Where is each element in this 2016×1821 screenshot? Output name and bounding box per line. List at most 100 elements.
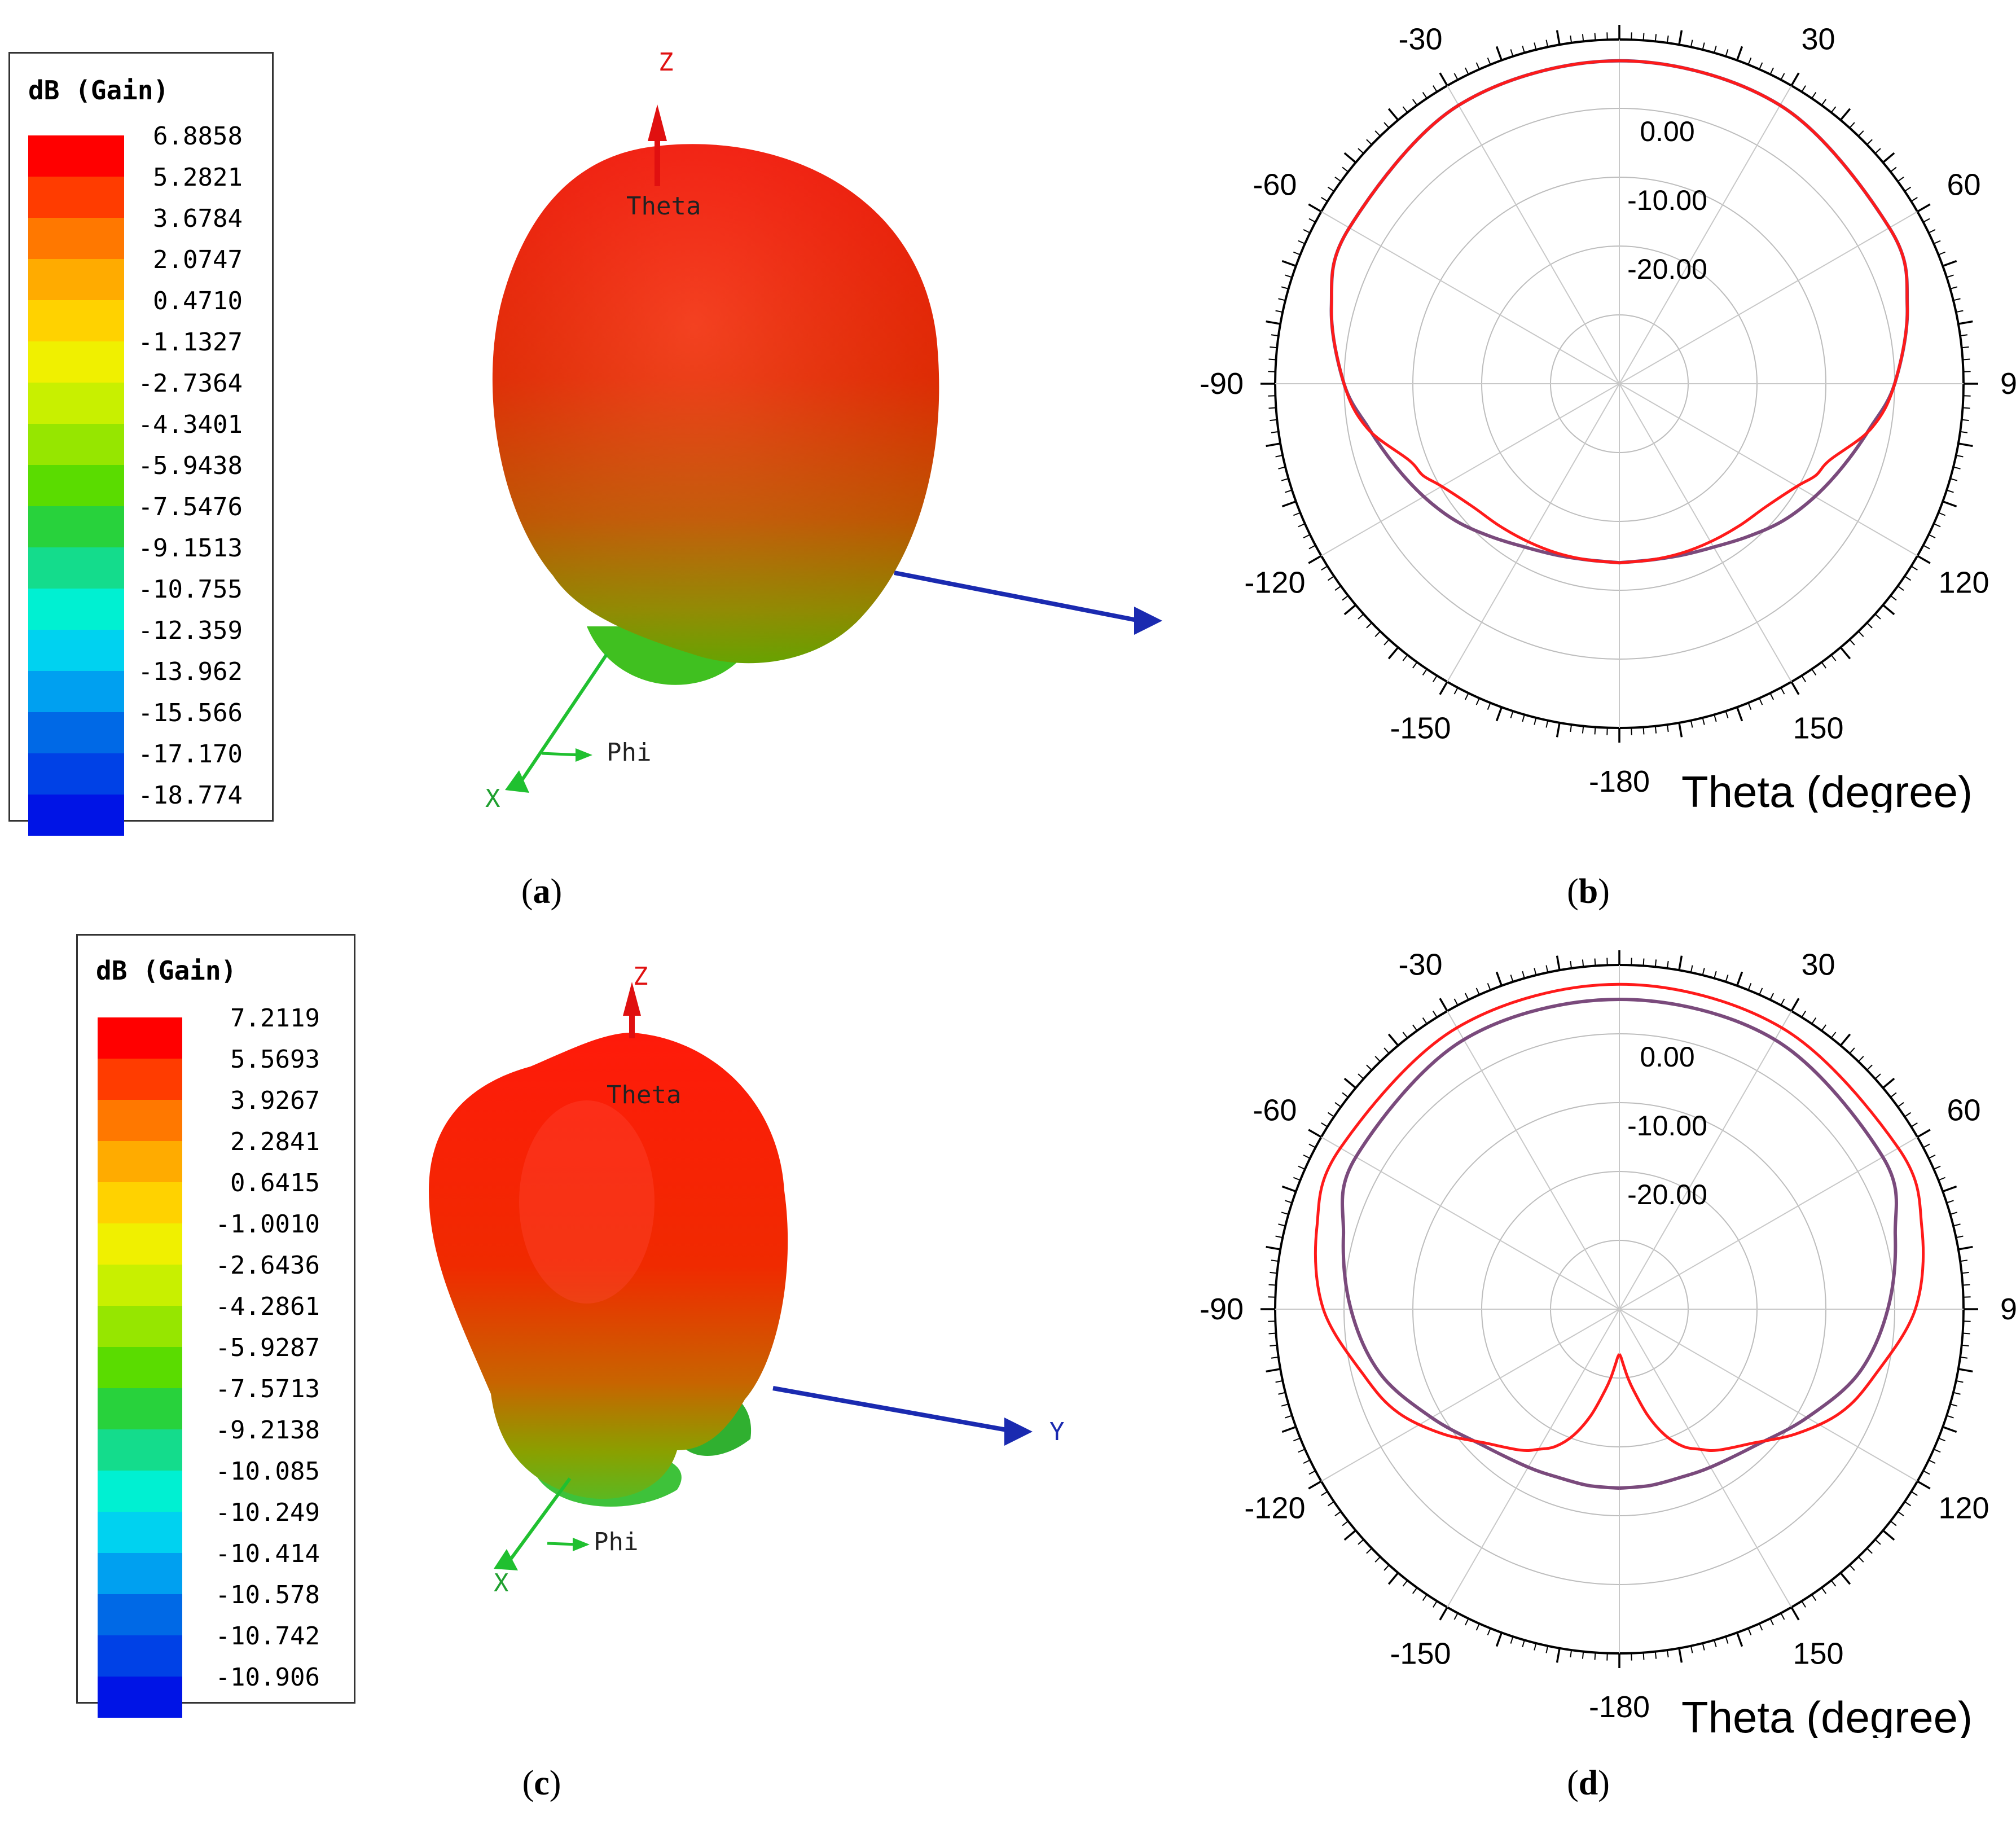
polar-tick (1849, 1047, 1855, 1054)
polar-tick (1923, 218, 1930, 223)
polar-tick (1281, 286, 1289, 289)
x-axis-a (517, 653, 608, 786)
polar-tick (1366, 1064, 1372, 1070)
legend-value: -9.1513 (138, 534, 243, 563)
polar-tick (1366, 622, 1372, 629)
legend-value: -9.2138 (215, 1416, 320, 1445)
polar-tick (1545, 1646, 1549, 1653)
polar-tick (1910, 1122, 1918, 1127)
polar-tick (1303, 229, 1311, 234)
polar-tick (1830, 1580, 1837, 1587)
polar-tick (1422, 669, 1428, 676)
polar-tick (1960, 1356, 1968, 1359)
colorbar-swatch (28, 712, 124, 753)
polar-tick (1811, 669, 1817, 676)
angle-tick-label: -90 (1200, 1292, 1244, 1326)
polar-tick (1747, 1628, 1752, 1636)
polar-tick (1281, 1212, 1289, 1215)
polar-tick (1904, 1112, 1912, 1117)
legend-value: -10.755 (138, 575, 243, 604)
polar-tick (1383, 1564, 1390, 1571)
colorbar-swatch (28, 465, 124, 506)
polar-tick (1281, 260, 1297, 267)
radial-tick-label: 0.00 (1640, 116, 1694, 147)
polar-tick (1303, 534, 1311, 539)
polar-tick (1266, 1245, 1281, 1250)
polar-tick (1278, 1392, 1286, 1395)
polar-tick (1780, 1613, 1785, 1620)
polar-tick (1464, 692, 1469, 700)
polar-tick (1946, 274, 1954, 278)
polar-tick (1961, 346, 1969, 349)
colorbar-swatch (28, 671, 124, 712)
polar-tick (1433, 1600, 1438, 1608)
z-axis-arrow-a (648, 104, 667, 141)
polar-tick (1759, 1623, 1763, 1631)
caption-a: (a) (521, 872, 563, 911)
polar-tick (1790, 72, 1800, 86)
polar-tick (1917, 1129, 1931, 1138)
polar-tick (1942, 260, 1957, 267)
polar-tick (1953, 1392, 1961, 1395)
colorbar-swatch (28, 795, 124, 836)
polar-tick (1271, 431, 1279, 433)
polar-tick (1321, 197, 1328, 202)
colorbar-swatch (28, 177, 124, 218)
polar-tick (1858, 130, 1864, 137)
colorbar-swatch (98, 1059, 182, 1100)
polar-grid-spoke (1619, 1011, 1792, 1310)
angle-tick-label: 0 (1611, 925, 1628, 928)
polar-tick (1308, 1129, 1322, 1138)
radial-tick-label: -10.00 (1627, 1110, 1707, 1142)
colorbar-swatch (98, 1141, 182, 1182)
colorbar-swatch (28, 753, 124, 795)
polar-tick (1495, 971, 1503, 986)
polar-tick (1298, 1449, 1306, 1453)
polar-tick (1962, 358, 1970, 361)
polar-grid-spoke (1447, 383, 1620, 682)
polar-tick (1570, 1649, 1573, 1658)
polar-tick (1714, 1640, 1717, 1648)
polar-tick (1953, 298, 1961, 301)
polar-tick (1654, 1651, 1657, 1659)
polar-tick (1946, 1415, 1954, 1419)
angle-tick-label: -90 (1200, 367, 1244, 401)
angle-tick-label: 30 (1801, 947, 1835, 981)
polar-tick (1938, 1437, 1946, 1442)
polar-tick (1958, 320, 1973, 325)
polar-tick (1956, 1380, 1964, 1383)
polar-tick (1556, 955, 1561, 971)
polar-tick (1342, 166, 1349, 173)
legend-value: -4.3401 (138, 410, 243, 439)
polar-tick (1769, 67, 1775, 75)
radial-tick-label: -10.00 (1627, 185, 1707, 216)
colorbar-swatch (98, 1347, 182, 1388)
polar-grid-spoke (1619, 1137, 1918, 1310)
polar-tick (1464, 67, 1469, 75)
polar-tick (1487, 703, 1491, 710)
legend-value: 5.2821 (153, 163, 243, 192)
polar-tick (1327, 186, 1334, 192)
polar-tick (1866, 1548, 1873, 1554)
polar-tick (1475, 1623, 1480, 1631)
radial-tick-label: -20.00 (1627, 1179, 1707, 1210)
angle-tick-label: -120 (1244, 1491, 1305, 1525)
polar-tick (1433, 85, 1438, 93)
polar-grid-spoke (1619, 85, 1792, 384)
colorbar-swatch (98, 1471, 182, 1512)
polar-tick (1960, 1260, 1968, 1262)
polar-tick (1266, 1368, 1281, 1373)
polar-tick (1690, 40, 1693, 47)
phi-label-a: Phi (607, 738, 651, 767)
polar-tick (1811, 1017, 1817, 1024)
polar-tick (1308, 545, 1316, 550)
polar-tick (1334, 1511, 1342, 1516)
y-label-c: Y (1049, 1418, 1065, 1446)
angle-tick-label: 120 (1938, 566, 1989, 600)
polar-tick (1303, 1154, 1311, 1159)
polar-tick (1882, 1529, 1895, 1541)
polar-tick (1938, 1177, 1946, 1181)
polar-tick (1897, 585, 1904, 591)
polar-tick (1801, 675, 1806, 682)
polar-tick (1839, 1033, 1851, 1046)
